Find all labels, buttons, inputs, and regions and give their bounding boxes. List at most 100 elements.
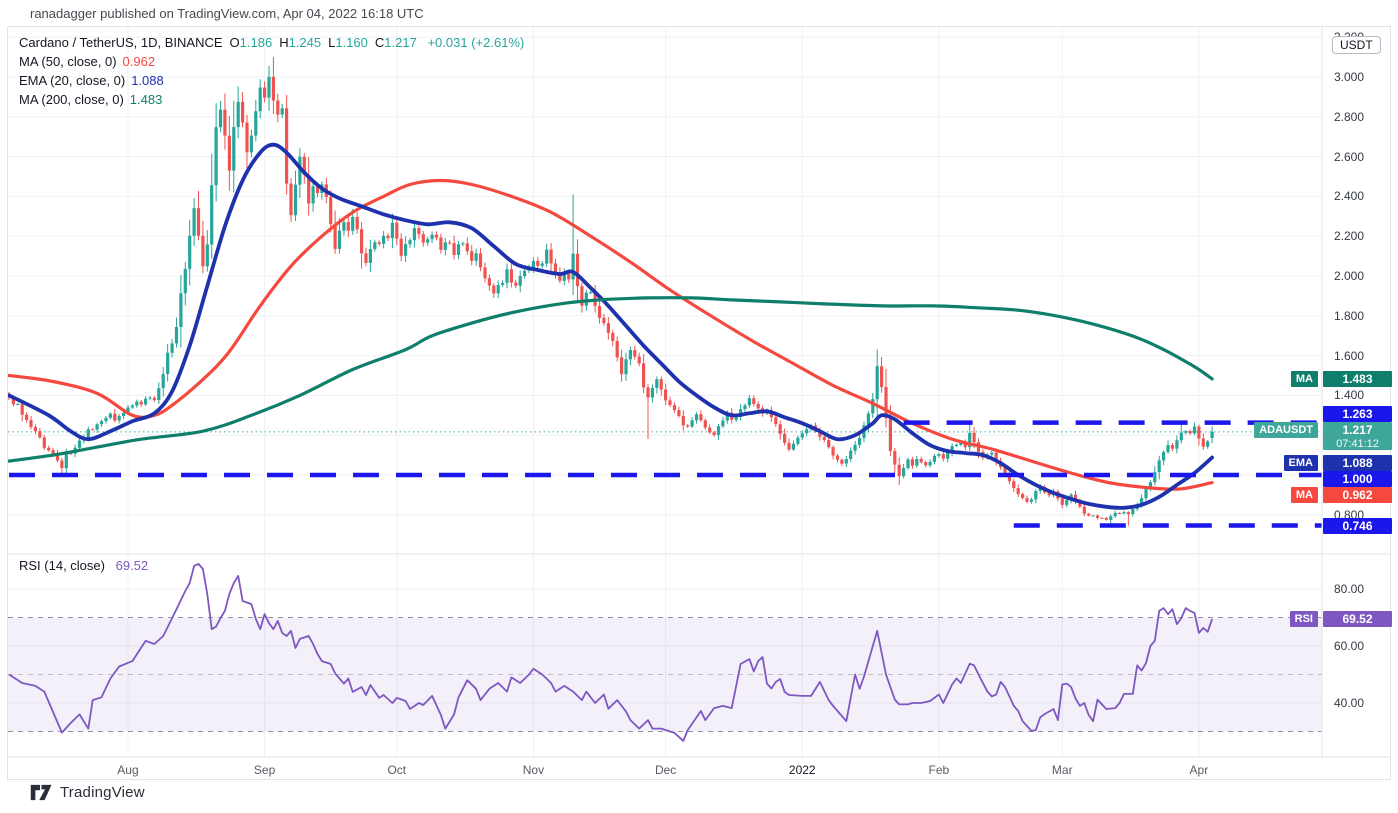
candle-body	[1104, 518, 1108, 520]
candle-body	[245, 122, 249, 153]
price-scale[interactable]	[1322, 27, 1390, 779]
candle-body	[285, 108, 289, 184]
candle-body	[624, 359, 628, 375]
candle-body	[1192, 426, 1197, 434]
candle-body	[1025, 498, 1029, 502]
indicator-label: EMA (20, close, 0)	[19, 73, 126, 88]
candle-body	[910, 459, 914, 466]
candle-body	[364, 253, 368, 263]
candle-body	[492, 285, 496, 294]
candle-body	[263, 87, 267, 98]
candle-body	[893, 451, 897, 465]
candle-body	[1179, 432, 1183, 441]
indicator-row: EMA (20, close, 0) 1.088	[19, 71, 524, 90]
candle-body	[192, 208, 196, 236]
candle-body	[346, 222, 350, 231]
candle-body	[412, 228, 416, 241]
time-tick-label[interactable]: Dec	[654, 763, 677, 777]
indicator-value: 1.483	[129, 92, 163, 107]
candle-body	[1087, 513, 1091, 516]
candle-body	[1148, 482, 1152, 490]
level-1263-badge-value: 1.263	[1342, 407, 1373, 421]
candle-body	[875, 366, 879, 400]
ohlc-value: 1.245	[288, 35, 322, 50]
overlay-line-ma200	[8, 296, 1214, 463]
time-tick-label[interactable]: Mar	[1051, 763, 1073, 777]
candle-body	[452, 243, 456, 255]
candle-body	[443, 242, 447, 250]
candle-body	[1144, 489, 1148, 499]
candle-body	[1100, 517, 1104, 519]
candle-body	[236, 101, 240, 128]
candle-body	[791, 443, 795, 450]
time-tick-label[interactable]: Aug	[117, 763, 139, 777]
time-tick-label[interactable]: 2022	[788, 763, 816, 777]
price-tick-label[interactable]: 3.000	[1334, 70, 1365, 84]
candle-body	[99, 421, 104, 425]
candle-body	[906, 459, 910, 469]
candle-body	[496, 284, 500, 294]
candle-body	[672, 405, 677, 411]
tradingview-logo-icon	[30, 784, 52, 801]
time-tick-label[interactable]: Feb	[928, 763, 950, 777]
candle-body	[690, 420, 694, 427]
level-0746-badge-value: 0.746	[1342, 519, 1373, 533]
price-tick-label[interactable]: 2.400	[1334, 189, 1365, 204]
candle-body	[787, 442, 791, 450]
price-tick-label[interactable]: 2.600	[1334, 149, 1365, 164]
candle-body	[474, 253, 478, 261]
ma50-badge-value: 0.962	[1342, 488, 1373, 502]
candle-body	[1078, 500, 1082, 507]
candle-body	[210, 185, 214, 245]
indicator-row: MA (200, close, 0) 1.483	[19, 90, 524, 109]
candle-body	[478, 253, 483, 268]
candle-body	[932, 455, 937, 462]
ema-badge-value: 1.088	[1342, 456, 1373, 470]
candle-body	[514, 282, 518, 286]
candle-body	[108, 413, 112, 418]
time-tick-label[interactable]: Oct	[387, 763, 407, 777]
price-chart-svg[interactable]	[8, 27, 1390, 779]
candle-body	[1157, 460, 1161, 473]
candle-body	[373, 242, 377, 250]
candle-body	[796, 437, 800, 444]
candle-body	[637, 356, 641, 364]
time-tick-label[interactable]: Apr	[1189, 763, 1209, 777]
price-tick-label[interactable]: 2.800	[1334, 109, 1365, 124]
ema-badge-tag: EMA	[1283, 455, 1318, 471]
candle-body	[337, 230, 342, 249]
candle-body	[311, 186, 315, 204]
rsi-tick-label[interactable]: 60.00	[1334, 639, 1365, 653]
candle-body	[448, 242, 452, 244]
price-tick-label[interactable]: 1.600	[1334, 348, 1365, 363]
candle-body	[990, 452, 994, 455]
time-tick-label[interactable]: Sep	[253, 763, 276, 777]
candle-body	[51, 450, 55, 455]
candle-body	[430, 234, 434, 240]
currency-badge[interactable]: USDT	[1332, 36, 1381, 54]
candle-body	[1029, 499, 1033, 502]
price-tick-label[interactable]: 1.800	[1334, 308, 1365, 323]
candle-body	[16, 403, 20, 405]
time-tick-label[interactable]: Nov	[522, 763, 545, 777]
chart-widget[interactable]: Cardano / TetherUS, 1D, BINANCE O1.186 H1.…	[7, 26, 1392, 780]
candle-body	[315, 186, 320, 193]
price-tick-label[interactable]: 2.000	[1334, 269, 1365, 283]
candle-body	[866, 413, 870, 426]
candle-body	[258, 87, 262, 112]
rsi-tick-label[interactable]: 80.00	[1334, 582, 1365, 596]
price-tick-label[interactable]: 2.200	[1334, 229, 1365, 244]
footer-brand[interactable]: TradingView	[30, 783, 145, 802]
candle-body	[368, 249, 372, 263]
main-pane[interactable]	[8, 27, 1322, 554]
rsi-tick-label[interactable]: 40.00	[1334, 696, 1365, 710]
candle-body	[844, 459, 848, 464]
rsi-pane[interactable]	[8, 554, 1322, 757]
candle-body	[963, 442, 967, 448]
candle-body	[95, 424, 99, 430]
indicator-value: 1.088	[131, 73, 164, 88]
candle-body	[1082, 506, 1086, 514]
candle-body	[858, 438, 862, 445]
price-tick-label[interactable]: 1.400	[1334, 388, 1365, 403]
candle-body	[756, 404, 760, 409]
